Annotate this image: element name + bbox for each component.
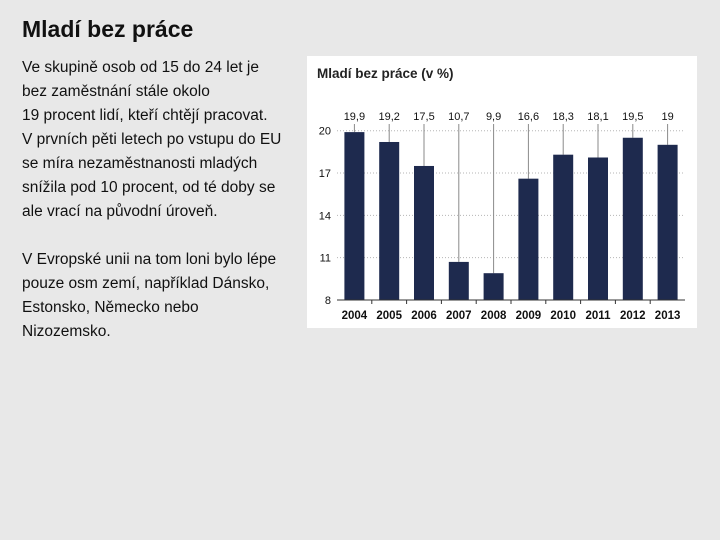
bar-2006 [414,165,434,300]
bar-chart: Mladí bez práce (v %) 19,9 19,2 17,5 10,7 9,… [317,66,685,322]
x-tick-label: 2010 [550,310,576,322]
x-tick-label: 2005 [376,310,402,322]
value-label: 19,5 [622,111,643,123]
x-tick-label: 2004 [342,310,368,322]
article-text: Ve skupině osob od 15 do 24 let je bez z… [22,56,297,368]
bar-2012 [622,137,643,300]
x-tick-label: 2009 [516,310,542,322]
article-paragraph-1: Ve skupině osob od 15 do 24 let je bez z… [22,59,282,220]
bar-2011 [588,157,608,300]
value-label: 16,6 [518,111,539,123]
value-label: 17,5 [413,111,434,123]
y-tick-label: 17 [319,168,331,180]
bar-2009 [518,178,539,300]
value-label: 9,9 [486,111,501,123]
y-tick-label: 11 [320,253,331,265]
x-tick-label: 2012 [620,310,646,322]
bar-2005 [379,141,400,300]
bar-2008 [483,273,504,300]
value-label: 18,3 [552,111,573,123]
bar-2004 [344,132,365,300]
bar-2010 [553,154,574,300]
value-label: 19,9 [344,111,365,123]
bar-2007 [448,261,469,300]
chart-title: Mladí bez práce (v %) [317,66,454,81]
bar-2013 [657,144,678,300]
chart-panel: Mladí bez práce (v %) 19,9 19,2 17,5 10,7 9,… [307,56,697,328]
value-label: 18,1 [587,111,608,123]
value-label: 19 [661,111,673,123]
y-tick-label: 14 [319,210,331,222]
y-tick-label: 20 [319,126,331,138]
x-tick-label: 2008 [481,310,507,322]
x-tick-label: 2013 [655,310,681,322]
x-tick-label: 2006 [411,310,437,322]
article-paragraph-2: V Evropské unii na tom loni bylo lépe po… [22,251,277,340]
x-tick-label: 2011 [586,310,612,322]
y-tick-label: 8 [325,295,331,307]
value-label: 19,2 [378,111,399,123]
value-label: 10,7 [448,111,469,123]
x-tick-label: 2007 [446,310,472,322]
page-title: Mladí bez práce [22,16,194,42]
